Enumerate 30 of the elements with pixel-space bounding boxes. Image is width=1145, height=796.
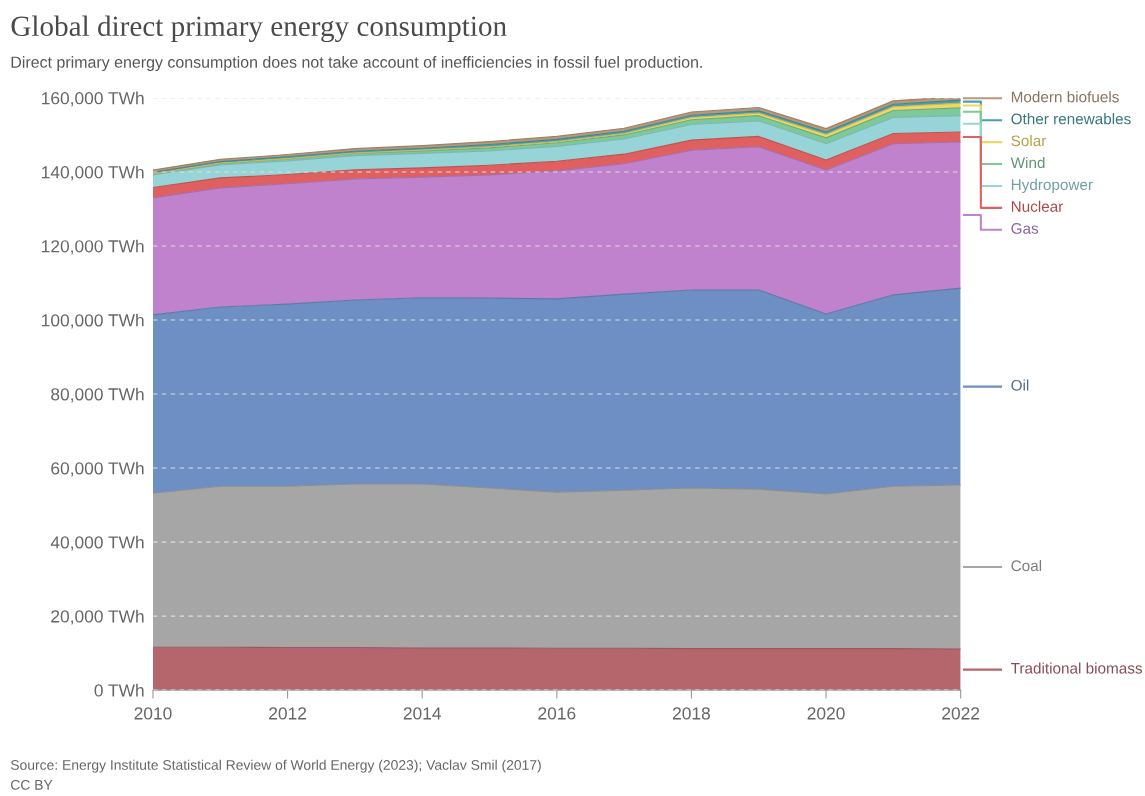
- source-note: Source: Energy Institute Statistical Review of World Energy (2023); Vaclav Smil (2017): [10, 759, 541, 773]
- y-tick-label: 20,000 TWh: [51, 609, 144, 625]
- y-tick-label: 140,000 TWh: [42, 165, 144, 181]
- x-tick-label: 2016: [538, 707, 576, 720]
- y-tick-label: 120,000 TWh: [42, 239, 144, 255]
- x-tick-label: 2014: [403, 707, 441, 720]
- chart-subtitle: Direct primary energy consumption does not take account of inefficiencies in fossil fuel production.: [11, 56, 702, 71]
- legend-label: Traditional biomass: [1011, 662, 1142, 674]
- text: Solar: [1011, 134, 1047, 147]
- text: Nuclear: [1011, 200, 1064, 212]
- legend-label: Modern biofuels: [1011, 91, 1119, 103]
- y-tick-label: 160,000 TWh: [42, 91, 144, 107]
- text: CC BY: [11, 779, 53, 790]
- x-tick-label: 2012: [269, 707, 307, 720]
- legend-label: Oil: [1011, 379, 1029, 391]
- y-tick-label: 0 TWh: [94, 683, 144, 697]
- chart-title: Global direct primary energy consumption: [11, 15, 507, 43]
- x-tick-label: 2018: [672, 707, 710, 720]
- y-tick-label: 60,000 TWh: [51, 461, 144, 477]
- legend-label: Coal: [1011, 559, 1042, 572]
- y-tick-label: 40,000 TWh: [50, 535, 144, 551]
- text: Wind: [1010, 156, 1045, 169]
- legend-label: Other renewables: [1011, 113, 1131, 125]
- x-tick-label: 2010: [134, 707, 172, 720]
- x-tick-label: 2022: [942, 707, 980, 720]
- y-tick-label: 100,000 TWh: [42, 313, 144, 329]
- legend-label: Gas: [1011, 223, 1039, 234]
- text: Hydropower: [1011, 178, 1093, 194]
- x-tick-label: 2020: [807, 707, 845, 720]
- y-tick-label: 80,000 TWh: [51, 387, 144, 403]
